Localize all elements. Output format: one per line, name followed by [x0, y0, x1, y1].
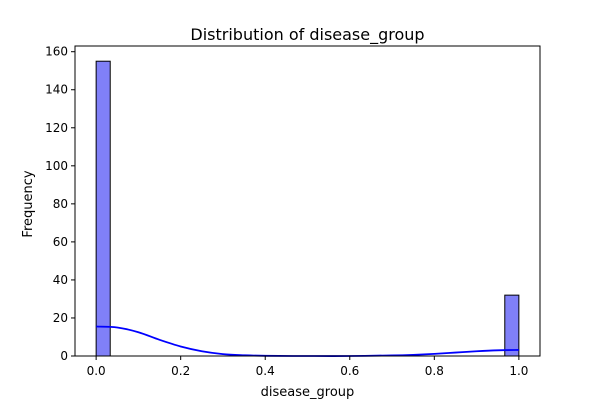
x-tick-label: 0.0 [87, 364, 106, 378]
y-tick-label: 140 [45, 83, 68, 97]
y-tick-label: 40 [53, 273, 68, 287]
histogram-bar-0 [95, 60, 111, 357]
y-tick-label: 80 [53, 197, 68, 211]
y-tick-label: 160 [45, 45, 68, 59]
x-axis-ticks: 0.0 0.2 0.4 0.6 0.8 1.0 [87, 356, 528, 378]
y-tick-label: 20 [53, 311, 68, 325]
plot-area [74, 45, 541, 357]
y-tick-label: 100 [45, 159, 68, 173]
x-tick-label: 0.8 [425, 364, 444, 378]
y-axis-label: Frequency [21, 170, 36, 237]
chart-title: Distribution of disease_group [190, 25, 424, 45]
y-tick-label: 120 [45, 121, 68, 135]
x-tick-label: 0.6 [340, 364, 359, 378]
x-tick-label: 1.0 [509, 364, 528, 378]
y-axis-ticks: 0 20 40 60 80 100 120 140 160 [45, 45, 75, 363]
x-tick-label: 0.2 [171, 364, 190, 378]
histogram-bar-1 [504, 294, 520, 357]
y-tick-label: 60 [53, 235, 68, 249]
x-axis-label: disease_group [261, 385, 355, 400]
axes-frame [74, 45, 541, 357]
y-tick-label: 0 [60, 349, 68, 363]
histogram-bars [95, 60, 520, 357]
x-tick-label: 0.4 [256, 364, 275, 378]
